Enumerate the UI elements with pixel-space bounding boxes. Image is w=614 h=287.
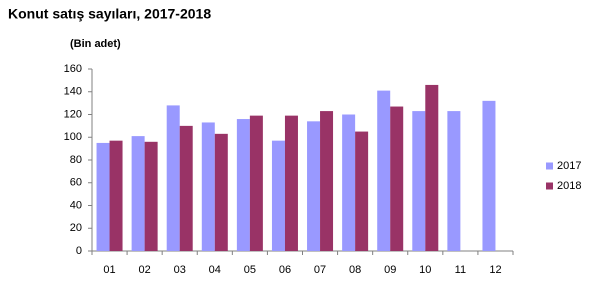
x-tick-label: 04	[209, 264, 221, 276]
bar	[214, 133, 228, 251]
legend-swatch	[546, 182, 553, 190]
legend-label: 2018	[557, 180, 581, 192]
bar	[482, 100, 496, 251]
bar	[166, 105, 180, 252]
bar	[412, 111, 426, 252]
bar	[390, 106, 404, 251]
y-tick-label: 40	[70, 199, 82, 211]
x-tick-label: 03	[174, 264, 186, 276]
y-tick-label: 160	[64, 63, 82, 75]
bar	[96, 142, 110, 251]
legend-swatch	[546, 162, 553, 170]
bar	[109, 140, 123, 251]
y-axis-label: (Bin adet)	[70, 38, 121, 50]
y-tick-label: 20	[70, 222, 82, 234]
x-tick-label: 07	[314, 264, 326, 276]
y-tick-label: 0	[76, 245, 82, 257]
bar	[320, 111, 334, 252]
bar	[271, 140, 285, 251]
x-tick-label: 11	[455, 264, 466, 276]
bar	[249, 115, 263, 251]
x-tick-label: 06	[279, 264, 291, 276]
bar	[284, 115, 298, 251]
chart-title: Konut satış sayıları, 2017-2018	[8, 6, 211, 22]
x-tick-label: 08	[349, 264, 361, 276]
x-tick-label: 02	[139, 264, 151, 276]
bar	[377, 90, 391, 251]
y-tick-label: 80	[70, 154, 82, 166]
y-tick-label: 60	[70, 177, 82, 189]
bar	[355, 131, 369, 251]
x-tick-label: 12	[489, 264, 501, 276]
bar	[144, 141, 158, 251]
bar	[236, 119, 250, 251]
bar	[307, 121, 321, 251]
bar	[447, 111, 461, 252]
bar	[425, 84, 439, 251]
bar	[201, 122, 215, 252]
x-tick-label: 10	[419, 264, 431, 276]
y-tick-label: 140	[64, 86, 82, 98]
bar	[131, 136, 145, 251]
x-tick-label: 05	[244, 264, 256, 276]
legend-label: 2017	[557, 160, 581, 172]
y-tick-label: 100	[64, 131, 82, 143]
bar	[179, 125, 193, 251]
y-tick-label: 120	[64, 108, 82, 120]
bar	[342, 114, 356, 251]
x-tick-label: 01	[103, 264, 115, 276]
x-tick-label: 09	[384, 264, 396, 276]
